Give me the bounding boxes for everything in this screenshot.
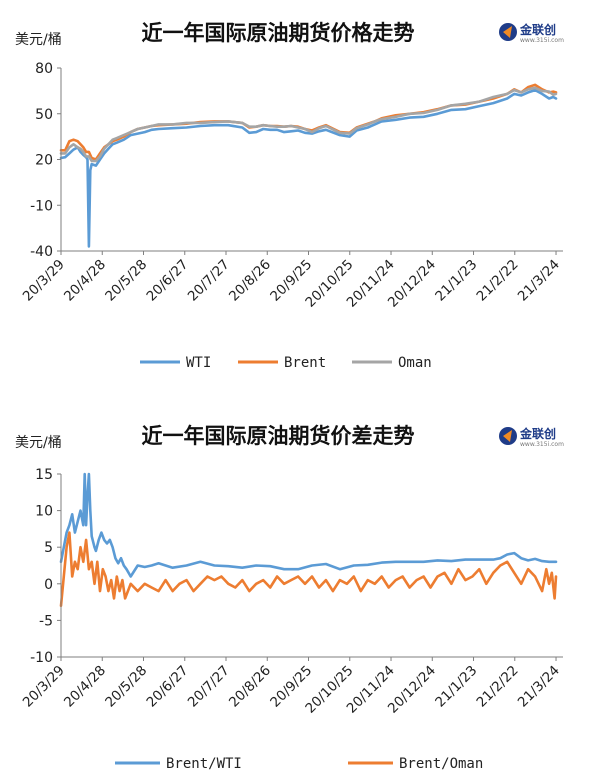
price-y-ticks: 80 50 20 -10 -40 [30,61,61,260]
price-x-ticks: 20/3/2920/4/2820/5/2820/6/2720/7/2720/8/… [20,251,563,311]
spread-y-tick-label: 5 [44,540,53,556]
price-y-tick-label: -10 [30,198,53,214]
spread-x-tick-label: 20/3/29 [20,663,68,711]
price-chart-title: 近一年国际原油期货价格走势 [142,21,415,45]
spread-unit-label: 美元/桶 [15,435,62,451]
legend-label-wti: WTI [186,355,211,371]
logo-sub: www.315i.com [520,37,564,44]
price-unit-label: 美元/桶 [15,32,62,48]
price-y-tick-label: 80 [35,61,53,77]
spread-y-tick-label: -10 [30,650,53,666]
spread-x-tick-label: 21/1/23 [432,663,480,711]
spread-series-lines [59,472,558,608]
spread-y-tick-label: 0 [44,577,53,593]
price-x-tick-label: 20/4/28 [61,257,109,305]
price-x-tick-label: 21/2/22 [473,257,521,305]
spread-y-tick-label: 15 [35,467,53,483]
spread-chart-title: 近一年国际原油期货价差走势 [142,424,415,448]
price-x-tick-label: 20/7/27 [185,257,233,305]
price-logo: 金联创 www.315i.com [499,22,564,44]
logo-sub: www.315i.com [520,441,564,448]
spread-logo: 金联创 www.315i.com [499,426,564,448]
logo-text: 金联创 [519,426,556,441]
price-legend: WTI Brent Oman [140,355,432,371]
spread-legend: Brent/WTI Brent/Oman [115,756,483,772]
spread-y-ticks: 15 10 5 0 -5 -10 [30,467,61,666]
legend-item-wti: WTI [140,355,211,371]
spread-x-tick-label: 20/6/27 [143,663,191,711]
legend-label-brent: Brent [284,355,326,371]
price-x-tick-label: 21/3/24 [515,257,563,305]
spread-x-tick-label: 20/8/26 [226,663,274,711]
legend-item-brent: Brent [238,355,326,371]
spread-x-tick-label: 21/3/24 [515,663,563,711]
price-x-tick-label: 20/5/28 [102,257,150,305]
spread-x-tick-label: 21/2/22 [473,663,521,711]
price-y-tick-label: 20 [35,153,53,169]
legend-label-oman: Oman [398,355,432,371]
logo-text: 金联创 [519,22,556,37]
logo-accent-icon [503,430,512,442]
spread-x-tick-label: 20/7/27 [185,663,233,711]
price-x-tick-label: 20/6/27 [143,257,191,305]
price-chart: 美元/桶 近一年国际原油期货价格走势 金联创 www.315i.com 80 50… [15,21,564,371]
spread-x-ticks: 20/3/2920/4/2820/5/2820/6/2720/7/2720/8/… [20,657,563,717]
spread-series-brent-oman [59,531,558,608]
spread-series-brent-wti [59,472,558,578]
price-x-tick-label: 20/8/26 [226,257,274,305]
price-series-brent [59,83,558,161]
spread-chart: 美元/桶 近一年国际原油期货价差走势 金联创 www.315i.com 15 10… [15,424,564,772]
spread-y-tick-label: -5 [39,613,53,629]
logo-accent-icon [503,26,512,38]
legend-item-brent-oman: Brent/Oman [348,756,483,772]
price-y-tick-label: -40 [30,244,53,260]
legend-item-oman: Oman [352,355,432,371]
price-x-tick-label: 21/1/23 [432,257,480,305]
price-series-wti [59,88,558,248]
price-series-lines [59,83,558,248]
legend-label-brent-wti: Brent/WTI [166,756,242,772]
spread-y-tick-label: 10 [35,504,53,520]
price-y-tick-label: 50 [35,107,53,123]
spread-x-tick-label: 20/5/28 [102,663,150,711]
spread-x-tick-label: 20/4/28 [61,663,109,711]
legend-item-brent-wti: Brent/WTI [115,756,242,772]
price-x-tick-label: 20/3/29 [20,257,68,305]
legend-label-brent-oman: Brent/Oman [399,756,483,772]
price-series-oman [59,86,558,163]
